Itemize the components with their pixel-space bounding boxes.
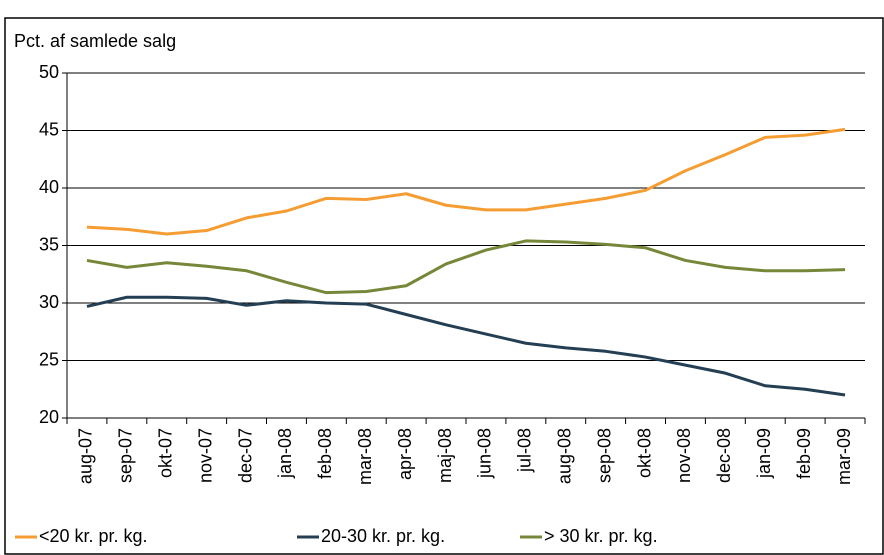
x-tick-label: sep-08 (594, 428, 614, 483)
x-tick-label: apr-08 (395, 428, 415, 480)
series-line (86, 239, 846, 295)
x-tick-label: mar-09 (834, 428, 854, 485)
x-tick-label: okt-08 (634, 428, 654, 478)
x-tick-label: sep-07 (116, 428, 136, 483)
y-tick-label: 40 (39, 177, 59, 197)
x-tick-label: jun-08 (475, 428, 495, 479)
y-tick-label: 35 (39, 234, 59, 254)
series-line (86, 127, 846, 236)
x-tick-label: nov-08 (674, 428, 694, 483)
legend-label: 20-30 kr. pr. kg. (321, 526, 445, 546)
y-tick-label: 50 (39, 62, 59, 82)
x-tick-label: aug-08 (555, 428, 575, 484)
legend-label: <20 kr. pr. kg. (39, 526, 148, 546)
x-tick-label: jul-08 (515, 428, 535, 473)
y-axis-label: Pct. af samlede salg (14, 31, 176, 51)
x-tick-label: nov-07 (195, 428, 215, 483)
y-tick-label: 20 (39, 407, 59, 427)
legend-label: > 30 kr. pr. kg. (544, 526, 658, 546)
x-tick-label: dec-08 (714, 428, 734, 483)
y-tick-label: 45 (39, 119, 59, 139)
x-tick-label: jan-09 (754, 428, 774, 479)
x-tick-label: feb-08 (315, 428, 335, 479)
y-tick-label: 25 (39, 349, 59, 369)
x-tick-label: jan-08 (275, 428, 295, 479)
series-line (86, 295, 846, 397)
x-tick-label: mar-08 (355, 428, 375, 485)
chart-frame (4, 17, 884, 555)
x-tick-label: feb-09 (794, 428, 814, 479)
x-tick-label: okt-07 (156, 428, 176, 478)
x-tick-label: dec-07 (235, 428, 255, 483)
y-tick-label: 30 (39, 292, 59, 312)
x-tick-label: maj-08 (435, 428, 455, 483)
x-tick-label: aug-07 (76, 428, 96, 484)
